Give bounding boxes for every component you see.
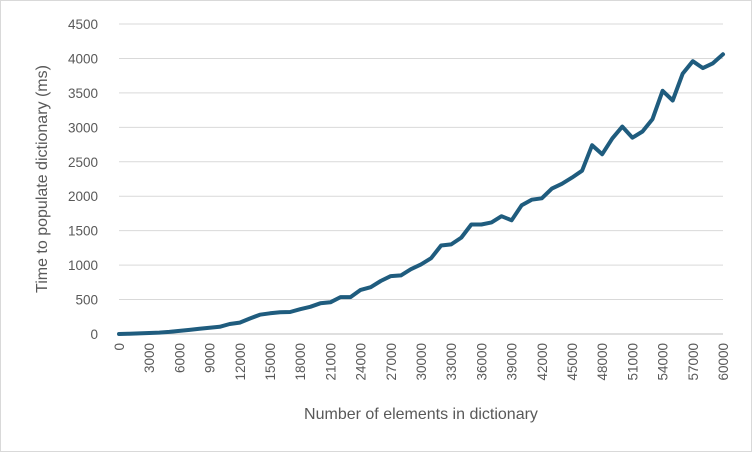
- gridlines: [119, 23, 723, 301]
- y-tick-label: 1500: [68, 224, 98, 239]
- y-tick-label: 2500: [68, 155, 98, 170]
- x-tick-label: 45000: [565, 343, 580, 381]
- y-axis-ticks: 0 500 1000 1500 2000 2500 3000 3500 4000 4500: [68, 17, 98, 342]
- y-tick-label: 0: [90, 327, 98, 342]
- x-tick-label: 15000: [263, 343, 278, 381]
- x-tick-label: 39000: [505, 343, 520, 381]
- y-axis-title: Time to populate dictionary (ms): [34, 65, 51, 293]
- x-tick-label: 9000: [203, 343, 218, 373]
- x-tick-label: 0: [112, 343, 127, 351]
- x-tick-label: 51000: [625, 343, 640, 381]
- y-tick-label: 500: [75, 293, 98, 308]
- y-tick-label: 3000: [68, 120, 98, 135]
- x-tick-label: 54000: [656, 343, 671, 381]
- y-tick-label: 4000: [68, 51, 98, 66]
- y-tick-label: 4500: [68, 17, 98, 32]
- series-line: [117, 52, 725, 336]
- x-tick-label: 27000: [384, 343, 399, 381]
- x-tick-label: 12000: [233, 343, 248, 381]
- y-tick-label: 2000: [68, 189, 98, 204]
- x-tick-label: 21000: [323, 343, 338, 381]
- x-axis-ticks: 0 3000 6000 9000 12000 15000 18000 21000 24000 27…: [112, 343, 731, 381]
- x-tick-label: 24000: [354, 343, 369, 381]
- x-tick-label: 60000: [716, 343, 731, 381]
- x-axis-title: Number of elements in dictionary: [304, 406, 538, 423]
- y-tick-label: 3500: [68, 86, 98, 101]
- x-tick-label: 42000: [535, 343, 550, 381]
- x-tick-label: 18000: [293, 343, 308, 381]
- x-tick-label: 57000: [686, 343, 701, 381]
- x-tick-label: 6000: [172, 343, 187, 373]
- series-layer: [117, 52, 725, 336]
- x-tick-label: 48000: [595, 343, 610, 381]
- x-tick-label: 36000: [474, 343, 489, 381]
- y-tick-label: 1000: [68, 258, 98, 273]
- x-tick-label: 3000: [142, 343, 157, 373]
- x-tick-label: 30000: [414, 343, 429, 381]
- x-tick-label: 33000: [444, 343, 459, 381]
